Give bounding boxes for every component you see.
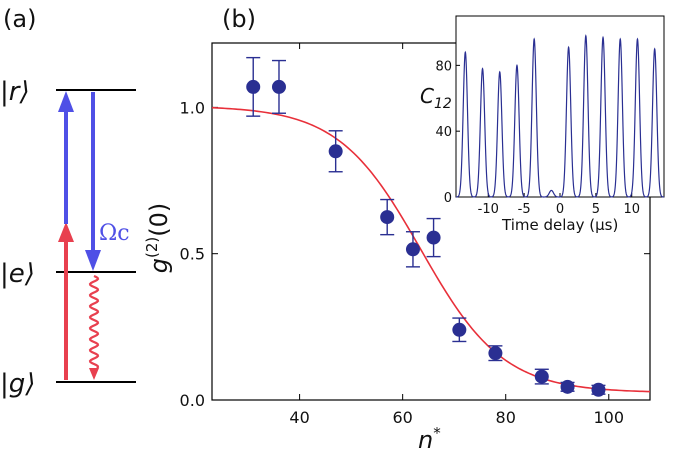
probe-arrow-head	[58, 222, 74, 242]
coupling-down-arrow-head	[85, 250, 101, 271]
inset-y-tick-label: 80	[435, 59, 452, 74]
decay-wavy-arrow	[88, 275, 100, 369]
data-point	[405, 242, 420, 257]
fit-curve-group	[211, 106, 651, 393]
inset-x-tick-label: 10	[623, 202, 640, 217]
inset-correlation-line	[455, 34, 665, 198]
inset-x-label: Time delay (μs)	[501, 216, 618, 234]
level-r-label: |r⟩	[0, 77, 30, 107]
y-tick-label: 0.5	[180, 245, 205, 264]
inset-plot: -10 -5 0 5 10 0 40 80 C12 Time delay (μs)	[420, 15, 665, 234]
coupling-up-arrow-head	[58, 91, 74, 112]
data-point	[426, 230, 441, 245]
x-axis-label: n*	[418, 424, 441, 454]
y-tick-label: 0.0	[180, 391, 205, 410]
x-tick-label: 80	[496, 408, 516, 427]
inset-x-tick-label: -10	[478, 202, 499, 217]
y-tick-label: 1.0	[180, 98, 205, 117]
level-e-label: |e⟩	[0, 259, 35, 289]
data-point	[534, 369, 549, 384]
panel-a-label: (a)	[3, 5, 36, 33]
y-axis-label: g(2)(0)	[143, 203, 173, 273]
data-point	[271, 79, 286, 94]
level-diagram: |r⟩ |e⟩ |g⟩ Ωc	[0, 77, 136, 399]
x-tick-label: 60	[392, 408, 412, 427]
data-point	[452, 322, 467, 337]
inset-y-tick-label: 40	[435, 125, 452, 140]
panel-b-label: (b)	[222, 5, 256, 33]
data-point	[560, 379, 575, 394]
inset-x-tick-label: 0	[556, 202, 564, 217]
x-tick-label: 100	[594, 408, 625, 427]
inset-frame	[455, 15, 665, 198]
data-point	[380, 210, 395, 225]
data-point	[328, 144, 343, 159]
data-point	[246, 79, 261, 94]
fit-curve	[211, 106, 651, 393]
main-plot-frame	[211, 42, 651, 401]
data-point	[488, 346, 503, 361]
data-points-group	[246, 56, 606, 397]
inset-y-tick-label: 0	[444, 191, 452, 206]
x-tick-label: 40	[289, 408, 309, 427]
level-g-label: |g⟩	[0, 369, 35, 399]
inset-axis-ticks: -10 -5 0 5 10 0 40 80	[435, 59, 640, 217]
coupling-label: Ωc	[99, 221, 130, 246]
inset-x-tick-label: 5	[592, 202, 600, 217]
decay-arrow-head	[89, 368, 99, 380]
inset-y-label: C12	[420, 84, 452, 112]
inset-x-tick-label: -5	[518, 202, 531, 217]
data-point	[591, 382, 606, 397]
